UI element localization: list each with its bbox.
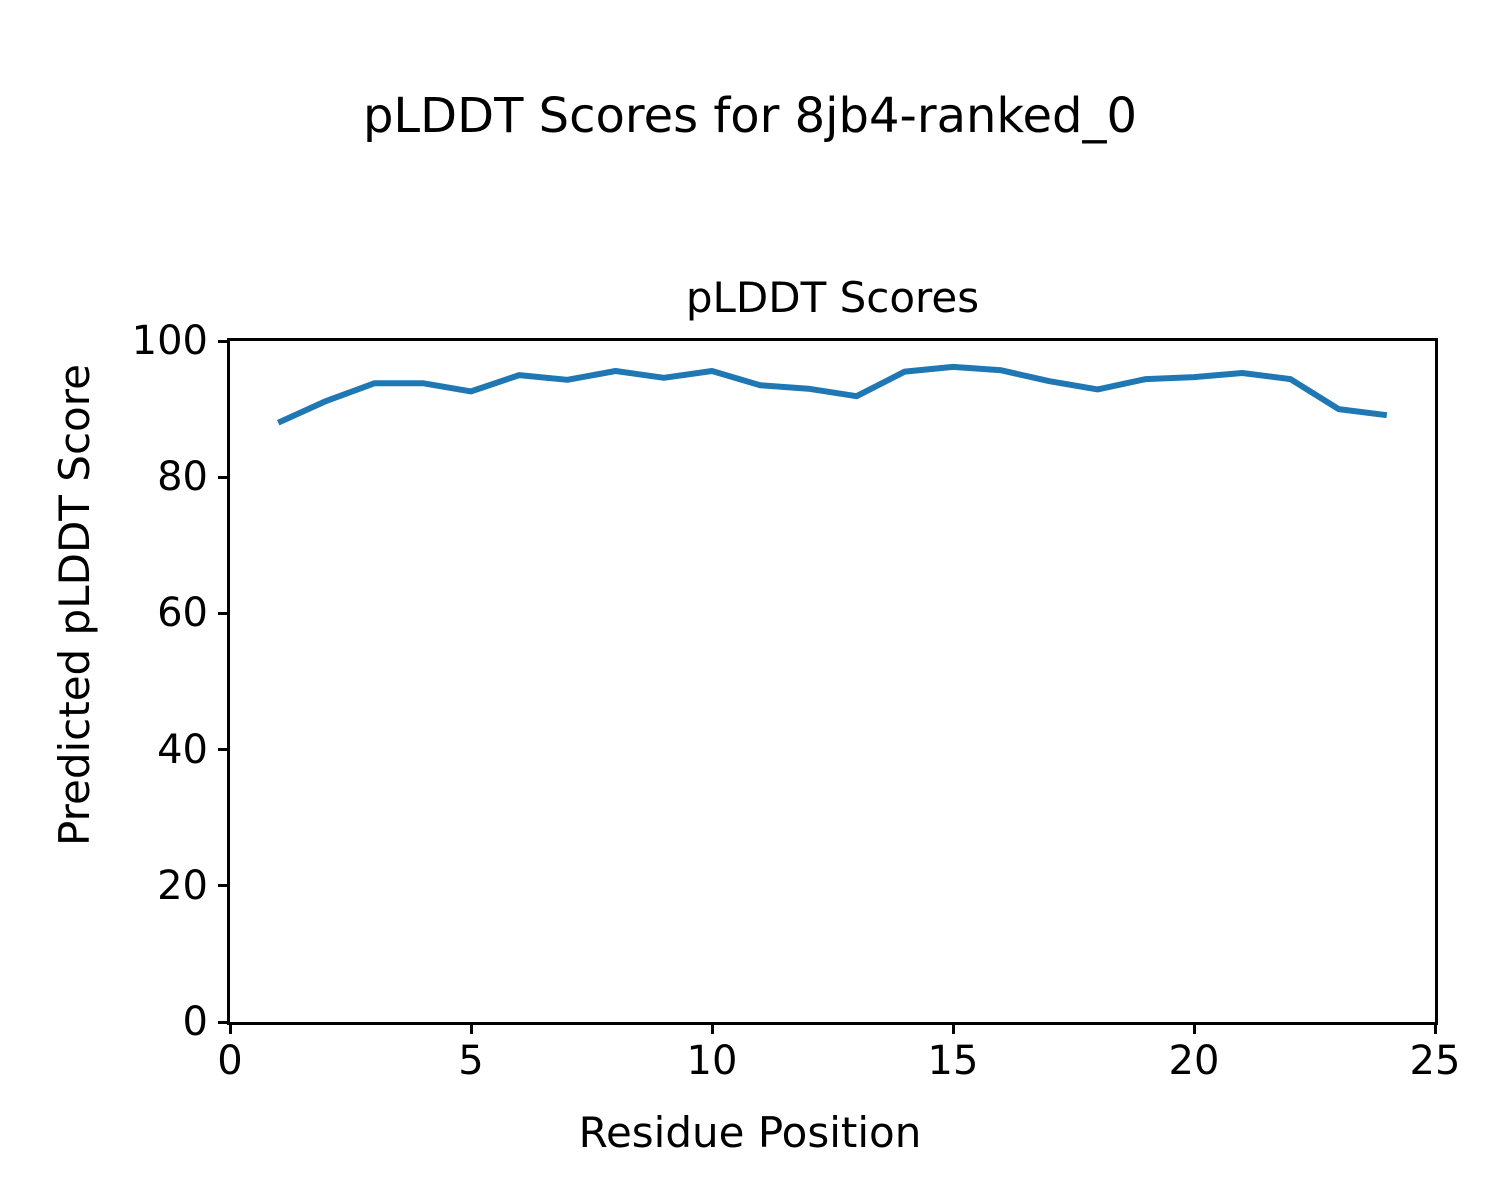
x-tick-mark-25 [1433,1022,1437,1034]
figure-title: pLDDT Scores for 8jb4-ranked_0 [362,88,1138,144]
x-tick-label-10: 10 [686,1038,738,1084]
x-tick-mark-20 [1192,1022,1196,1034]
y-tick-label-100: 100 [131,318,208,364]
y-tick-label-20: 20 [157,862,208,909]
y-tick-mark-20 [218,884,230,888]
y-tick-mark-100 [218,339,230,343]
x-tick-label-15: 15 [927,1038,979,1084]
x-tick-label-25: 25 [1409,1038,1461,1084]
y-tick-label-40: 40 [157,726,208,773]
y-tick-mark-80 [218,475,230,479]
x-tick-mark-0 [228,1022,232,1034]
y-tick-label-0: 0 [182,999,208,1045]
x-tick-mark-5 [469,1022,473,1034]
plddt-line-chart [276,363,1388,426]
x-tick-label-20: 20 [1168,1038,1220,1084]
plddt-line [276,363,1388,426]
x-tick-mark-15 [951,1022,955,1034]
y-tick-label-80: 80 [157,454,208,501]
y-tick-mark-60 [218,611,230,615]
y-tick-mark-40 [218,748,230,752]
y-tick-label-60: 60 [157,590,208,637]
plot-area [227,338,1438,1025]
x-tick-label-0: 0 [217,1038,243,1084]
x-tick-mark-10 [710,1022,714,1034]
x-tick-label-5: 5 [458,1038,484,1084]
axes-title: pLDDT Scores [685,273,980,322]
x-axis-label: Residue Position [578,1108,922,1157]
y-tick-mark-0 [218,1020,230,1024]
